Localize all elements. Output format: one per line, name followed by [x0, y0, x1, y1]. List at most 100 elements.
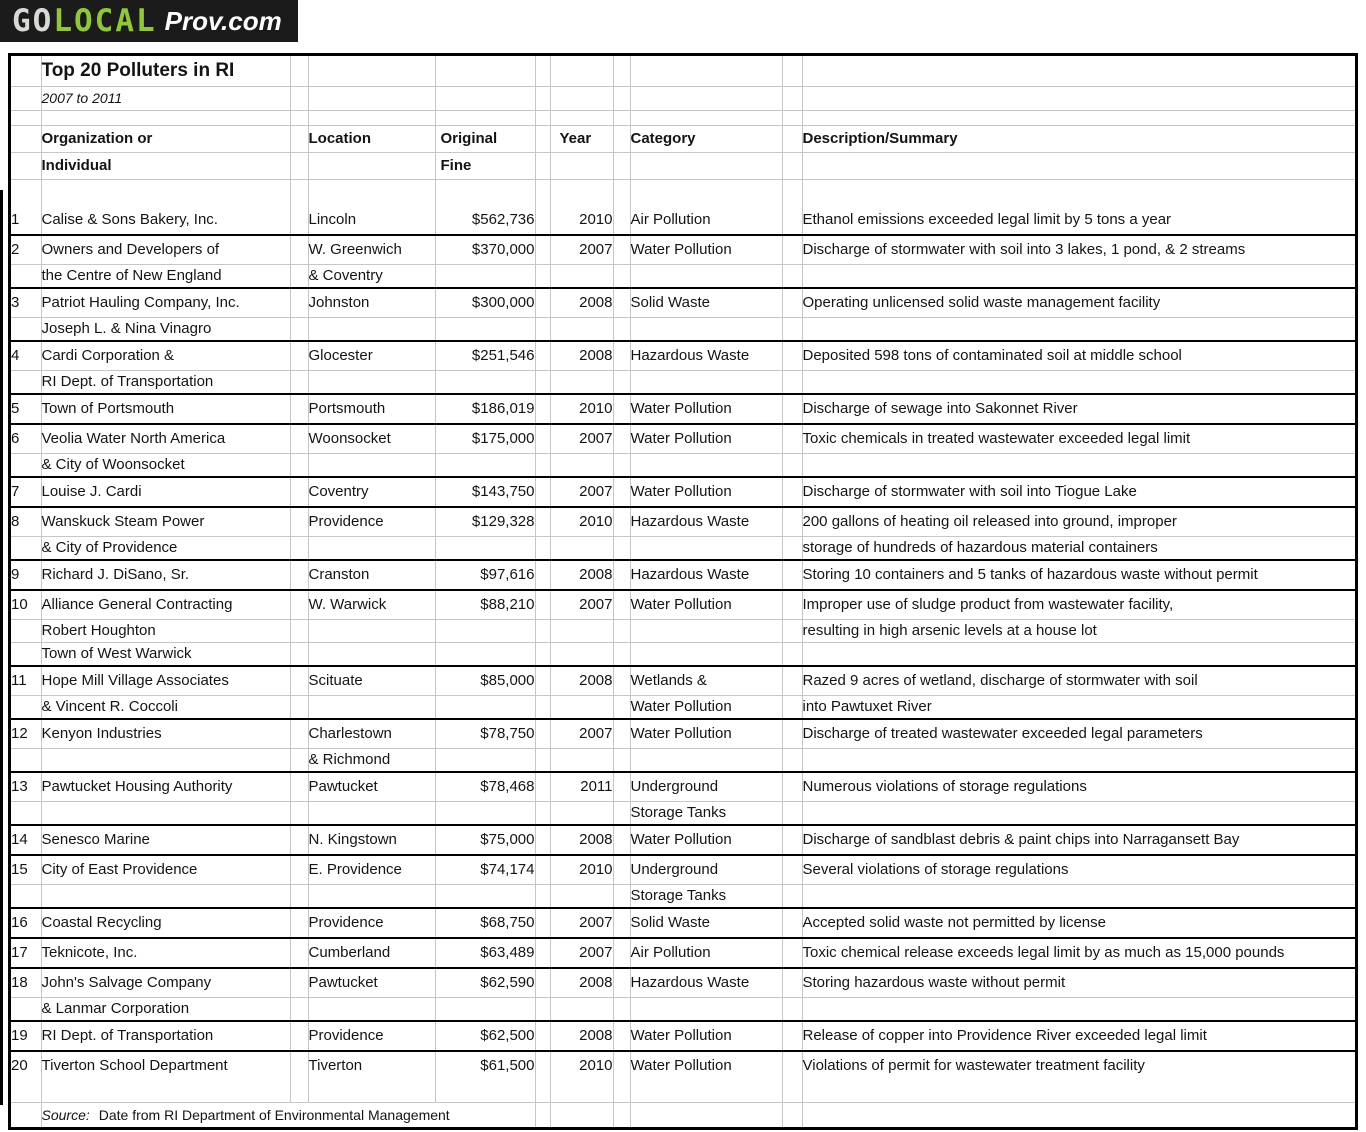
- cell-blank: [290, 884, 309, 908]
- cell-year: 2008: [550, 559, 614, 590]
- cell-year: 2008: [550, 1020, 614, 1051]
- cell-rank: 16: [11, 907, 42, 938]
- cell-blank: [802, 110, 1355, 126]
- table-row: 17 Teknicote, Inc. Cumberland $63,489 2007 Ai…: [11, 937, 1355, 968]
- cell-blank: [550, 179, 614, 206]
- cell-blank: [535, 476, 551, 507]
- cell-blank: [290, 748, 309, 772]
- cell-blank: [290, 589, 309, 620]
- cell-year: 2007: [550, 937, 614, 968]
- cell-fine: $61,500: [435, 1050, 536, 1080]
- cell-fine: $62,590: [435, 967, 536, 998]
- cell-blank: [550, 152, 614, 180]
- cell-fine: $143,750: [435, 476, 536, 507]
- cell-blank: [613, 1080, 631, 1103]
- cell-blank: [535, 287, 551, 318]
- cell-blank: [782, 125, 803, 153]
- cell-location: Portsmouth: [308, 393, 436, 424]
- cell-category: Hazardous Waste: [630, 967, 783, 998]
- cell-rank: 20: [11, 1050, 42, 1080]
- cell-location: Johnston: [308, 287, 436, 318]
- cell-blank: [290, 56, 309, 87]
- cell-fine: $562,736: [435, 206, 536, 235]
- cell-location: Charlestown: [308, 718, 436, 749]
- cell-blank: [782, 1020, 803, 1051]
- cell-organization: RI Dept. of Transportation: [41, 370, 291, 394]
- cell-blank: [782, 393, 803, 424]
- cell-description: resulting in high arsenic levels at a ho…: [802, 619, 1355, 643]
- cell-year: [550, 453, 614, 477]
- cell-blank: [41, 1080, 291, 1103]
- cell-year: 2008: [550, 824, 614, 855]
- cell-blank: [290, 619, 309, 643]
- cell-blank: [535, 152, 551, 180]
- cell-year: 2010: [550, 506, 614, 537]
- cell-blank: [802, 1080, 1355, 1103]
- cell-blank: [613, 536, 631, 560]
- cell-blank: [613, 340, 631, 371]
- cell-fine: [435, 453, 536, 477]
- cell-blank: [535, 967, 551, 998]
- cell-rank: 6: [11, 423, 42, 454]
- cell-year: 2011: [550, 771, 614, 802]
- table-row: & Richmond: [11, 748, 1355, 772]
- cell-blank: [535, 642, 551, 666]
- cell-blank: [535, 665, 551, 696]
- cell-blank: [782, 506, 803, 537]
- cell-category: Hazardous Waste: [630, 340, 783, 371]
- cell-location: Tiverton: [308, 1050, 436, 1080]
- cell-blank: [782, 1080, 803, 1103]
- cell-organization: Patriot Hauling Company, Inc.: [41, 287, 291, 318]
- cell-location: W. Warwick: [308, 589, 436, 620]
- cell-year: 2007: [550, 476, 614, 507]
- cell-blank: [782, 317, 803, 341]
- cell-blank: [782, 152, 803, 180]
- cell-rank: [11, 264, 42, 288]
- cell-blank: [782, 423, 803, 454]
- table-row: 15 City of East Providence E. Providence $7…: [11, 854, 1355, 885]
- cell-fine: [435, 801, 536, 825]
- cell-description: [802, 453, 1355, 477]
- cell-blank: [550, 110, 614, 126]
- cell-blank: [613, 370, 631, 394]
- cell-location: & Richmond: [308, 748, 436, 772]
- cell-blank: [290, 854, 309, 885]
- table-data-section: 1 Calise & Sons Bakery, Inc. Lincoln $562,7…: [11, 206, 1355, 1080]
- cell-category: Water Pollution: [630, 718, 783, 749]
- cell-location: Cranston: [308, 559, 436, 590]
- cell-blank: [782, 665, 803, 696]
- table-row: RI Dept. of Transportation: [11, 370, 1355, 394]
- cell-blank: [290, 907, 309, 938]
- logo-prov-text: Prov.com: [164, 5, 282, 36]
- cell-blank: [290, 642, 309, 666]
- cell-blank: [435, 110, 536, 126]
- cell-description: Several violations of storage regulation…: [802, 854, 1355, 885]
- cell-category: Storage Tanks: [630, 884, 783, 908]
- cell-blank: [535, 854, 551, 885]
- cell-fine: $68,750: [435, 907, 536, 938]
- cell-year: 2007: [550, 423, 614, 454]
- cell-organization: Hope Mill Village Associates: [41, 665, 291, 696]
- cell-year: [550, 642, 614, 666]
- cell-fine: [435, 619, 536, 643]
- cell-year: 2007: [550, 234, 614, 265]
- cell-blank: [613, 506, 631, 537]
- cell-organization: & Vincent R. Coccoli: [41, 695, 291, 719]
- spacer-row: [11, 1080, 1355, 1103]
- cell-rank: 12: [11, 718, 42, 749]
- table-row: 13 Pawtucket Housing Authority Pawtucket $7…: [11, 771, 1355, 802]
- cell-rank: 15: [11, 854, 42, 885]
- table-row: Storage Tanks: [11, 801, 1355, 825]
- cell-rank: [11, 619, 42, 643]
- cell-year: [550, 884, 614, 908]
- cell-blank: [782, 997, 803, 1021]
- cell-category: Water Pollution: [630, 234, 783, 265]
- cell-blank: [11, 179, 42, 206]
- cell-fine: $370,000: [435, 234, 536, 265]
- cell-blank: [630, 152, 783, 180]
- cell-blank: [782, 264, 803, 288]
- table-row: 3 Patriot Hauling Company, Inc. Johnston $3…: [11, 287, 1355, 318]
- cell-blank: [613, 771, 631, 802]
- cell-rank: 9: [11, 559, 42, 590]
- table-row: & City of Woonsocket: [11, 453, 1355, 477]
